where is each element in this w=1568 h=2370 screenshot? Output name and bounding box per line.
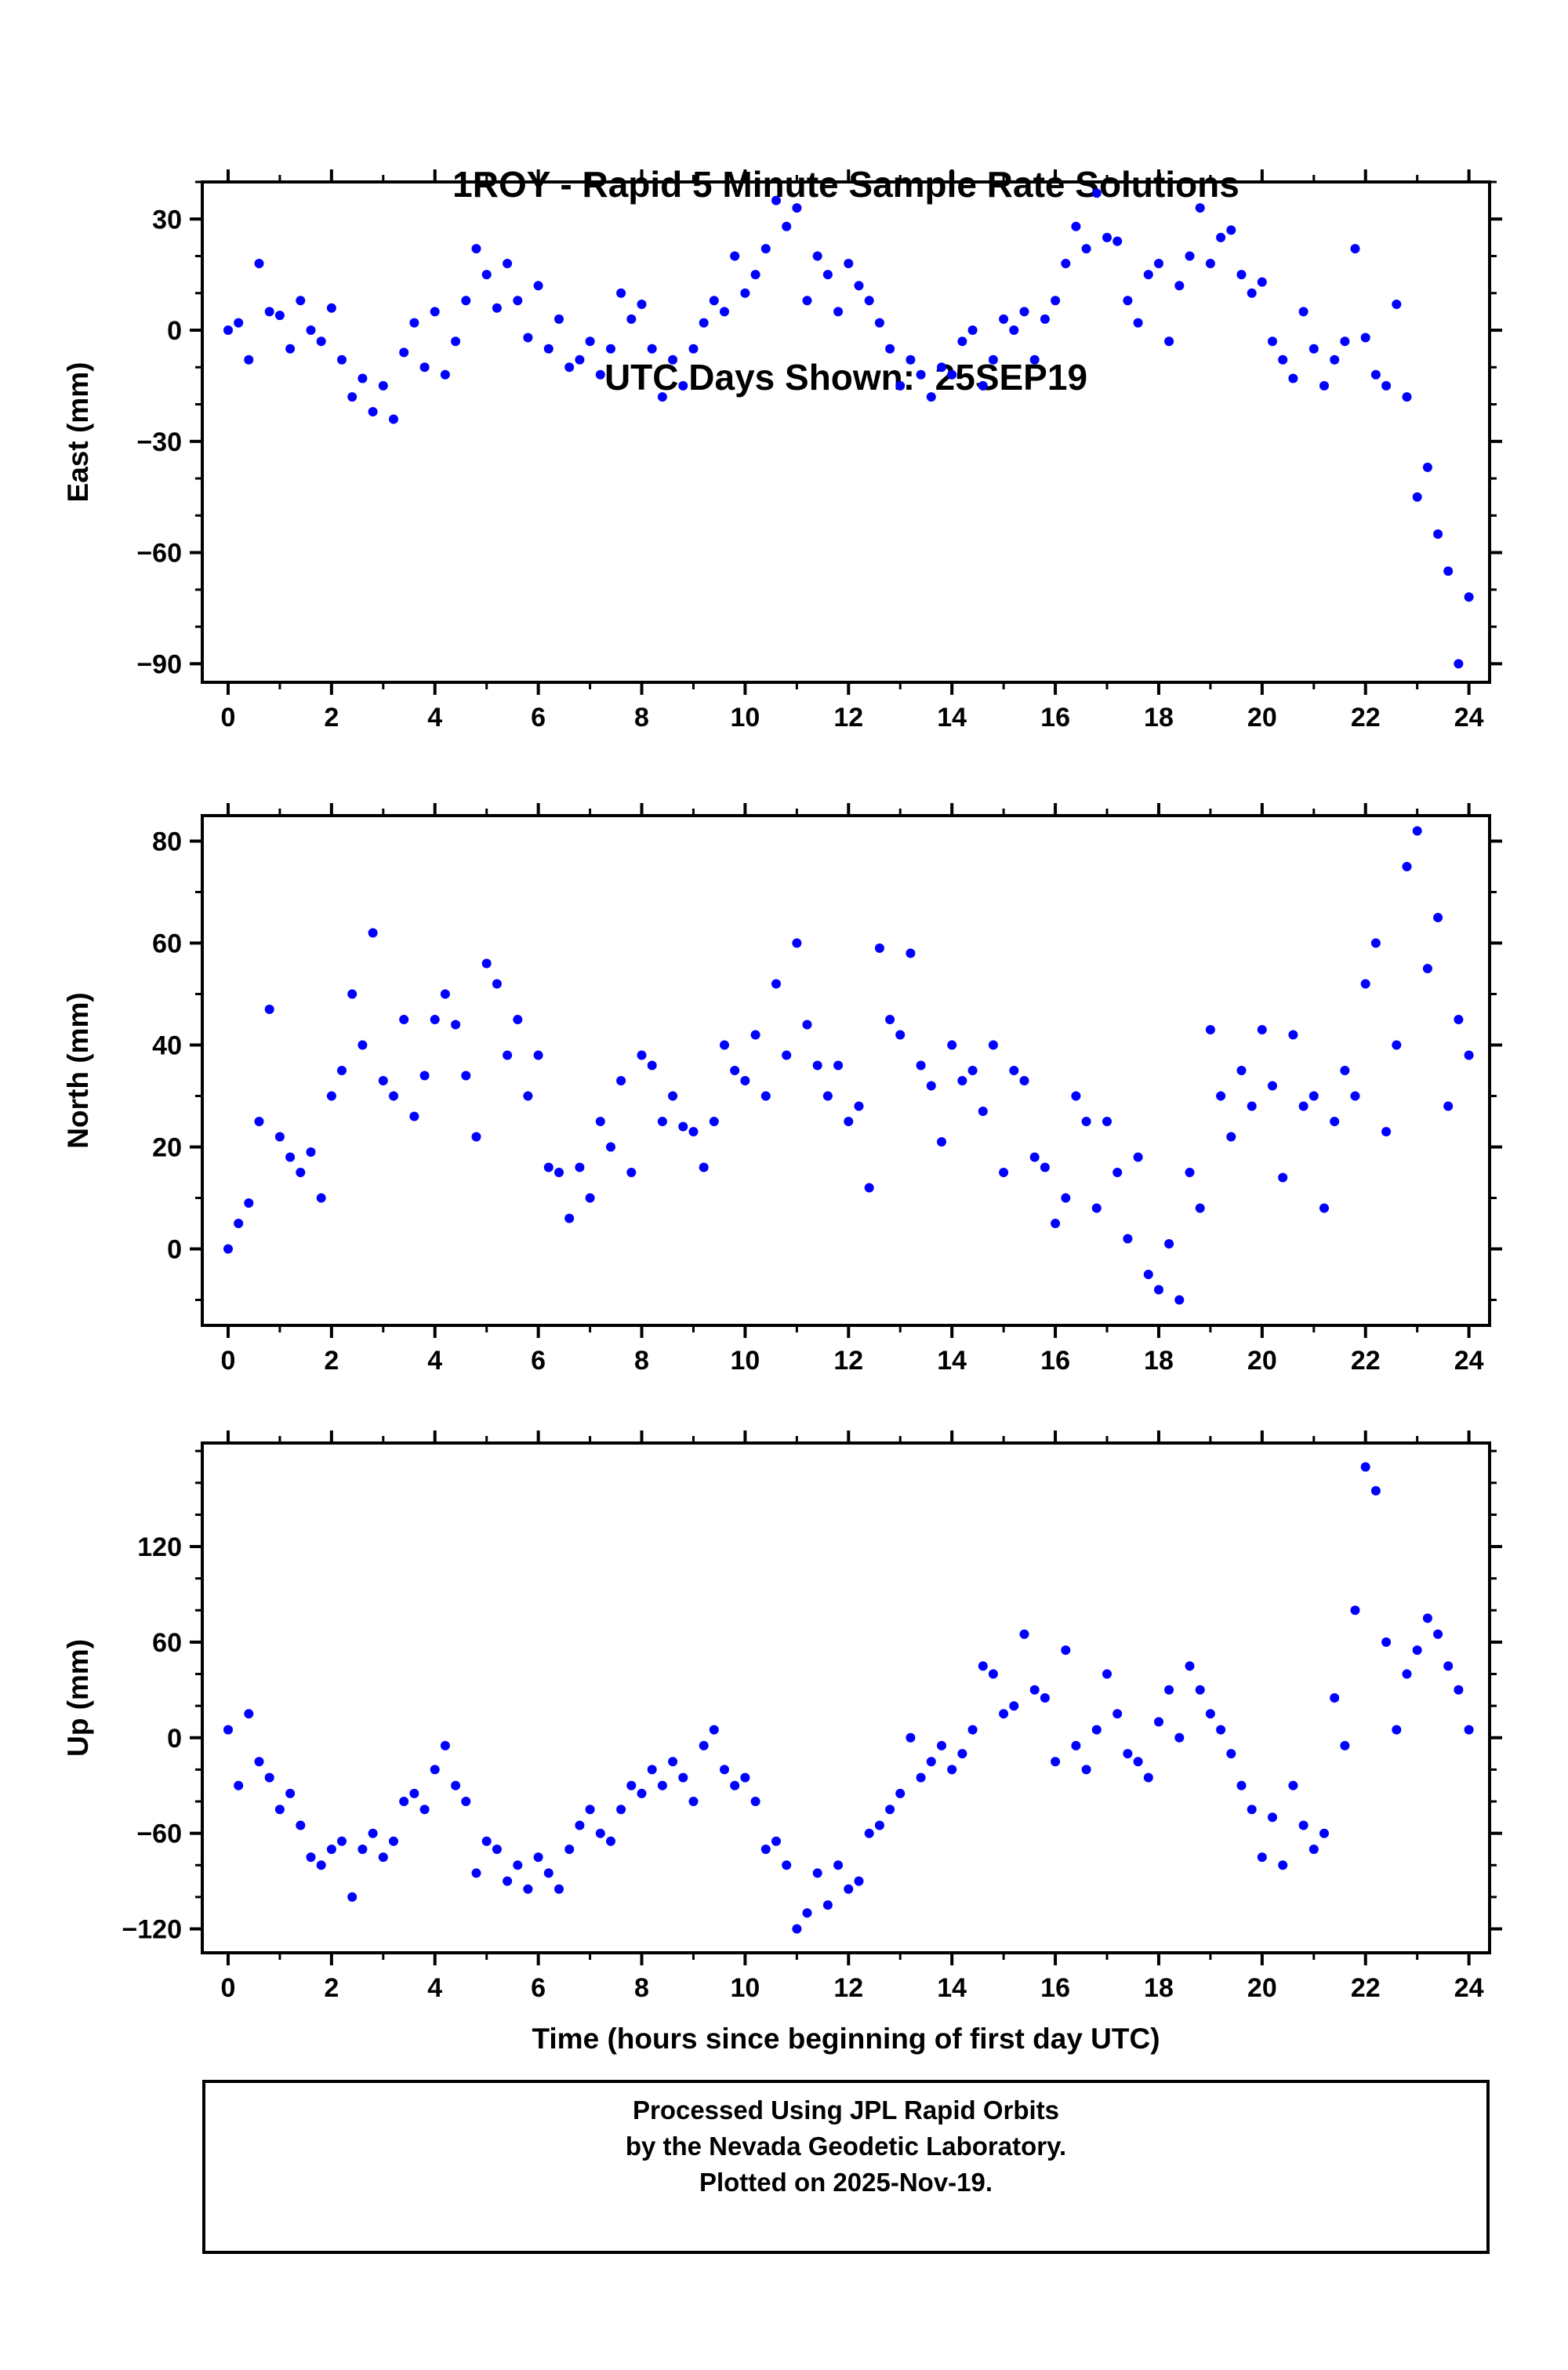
plot-title: 1ROY - Rapid 5 Minute Sample Rate Soluti… (202, 24, 1490, 474)
x-tick-label: 12 (833, 1973, 863, 2003)
x-tick-label: 12 (833, 1346, 863, 1376)
x-tick-label: 24 (1454, 1346, 1484, 1376)
x-tick-label: 6 (531, 703, 546, 732)
x-tick-label: 10 (730, 1973, 760, 2003)
x-tick-label: 20 (1247, 703, 1277, 732)
x-tick-label: 4 (427, 703, 442, 732)
y-tick-label: −60 (136, 539, 182, 569)
x-tick-label: 8 (634, 1346, 649, 1376)
x-tick-label: 10 (730, 1346, 760, 1376)
y-axis-title-up: Up (mm) (62, 1639, 94, 1757)
y-tick-label: 60 (152, 929, 182, 959)
x-tick-label: 24 (1454, 1973, 1484, 2003)
x-tick-label: 6 (531, 1346, 546, 1376)
plot-frame-east (201, 180, 1491, 684)
scatter-points-east (223, 188, 1474, 669)
footer-line-3: Plotted on 2025-Nov-19. (699, 2168, 993, 2197)
x-tick-label: 20 (1247, 1346, 1277, 1376)
x-tick-label: 16 (1040, 1973, 1070, 2003)
x-axis-title: Time (hours since beginning of first day… (532, 2023, 1160, 2055)
scatter-points-up (223, 1462, 1474, 1934)
x-tick-label: 0 (221, 703, 236, 732)
y-tick-label: 30 (152, 205, 182, 234)
plot-frame-north (201, 814, 1491, 1327)
x-tick-label: 8 (634, 703, 649, 732)
y-tick-label: 40 (152, 1031, 182, 1061)
x-tick-label: 24 (1454, 703, 1484, 732)
x-tick-label: 18 (1144, 1346, 1174, 1376)
y-tick-label: 0 (167, 316, 182, 346)
y-tick-label: 60 (152, 1628, 182, 1658)
footer-box: Processed Using JPL Rapid Orbits by the … (202, 2080, 1490, 2254)
x-tick-label: 22 (1351, 703, 1381, 732)
y-tick-label: −90 (136, 649, 182, 679)
plot-frame-up (201, 1441, 1491, 1954)
x-tick-label: 14 (937, 1973, 967, 2003)
x-tick-label: 22 (1351, 1346, 1381, 1376)
x-tick-label: 4 (427, 1973, 442, 2003)
y-tick-label: −120 (122, 1915, 182, 1945)
y-axis-title-east: East (mm) (62, 362, 94, 503)
footer-line-1: Processed Using JPL Rapid Orbits (632, 2096, 1060, 2125)
x-tick-label: 20 (1247, 1973, 1277, 2003)
x-tick-label: 12 (833, 703, 863, 732)
x-tick-label: 22 (1351, 1973, 1381, 2003)
x-tick-label: 0 (221, 1346, 236, 1376)
x-tick-label: 14 (937, 703, 967, 732)
x-tick-label: 16 (1040, 1346, 1070, 1376)
title-line-1: 1ROY - Rapid 5 Minute Sample Rate Soluti… (452, 164, 1240, 205)
x-tick-label: 16 (1040, 703, 1070, 732)
y-tick-label: 120 (137, 1532, 182, 1562)
x-tick-label: 6 (531, 1973, 546, 2003)
y-tick-label: −60 (136, 1819, 182, 1849)
x-tick-label: 0 (221, 1973, 236, 2003)
x-tick-label: 2 (324, 1346, 339, 1376)
y-tick-label: −30 (136, 427, 182, 457)
x-tick-label: 2 (324, 1973, 339, 2003)
scatter-points-north (223, 826, 1474, 1305)
x-tick-label: 18 (1144, 1973, 1174, 2003)
x-tick-label: 2 (324, 703, 339, 732)
x-tick-label: 18 (1144, 703, 1174, 732)
y-tick-label: 80 (152, 827, 182, 857)
footer-line-2: by the Nevada Geodetic Laboratory. (625, 2132, 1067, 2161)
x-tick-label: 14 (937, 1346, 967, 1376)
y-tick-label: 20 (152, 1133, 182, 1163)
x-tick-label: 8 (634, 1973, 649, 2003)
y-tick-label: 0 (167, 1235, 182, 1265)
x-tick-label: 4 (427, 1346, 442, 1376)
title-line-2: UTC Days Shown: 25SEP19 (604, 357, 1088, 398)
x-tick-label: 10 (730, 703, 760, 732)
y-tick-label: 0 (167, 1724, 182, 1754)
y-axis-title-north: North (mm) (62, 992, 94, 1148)
